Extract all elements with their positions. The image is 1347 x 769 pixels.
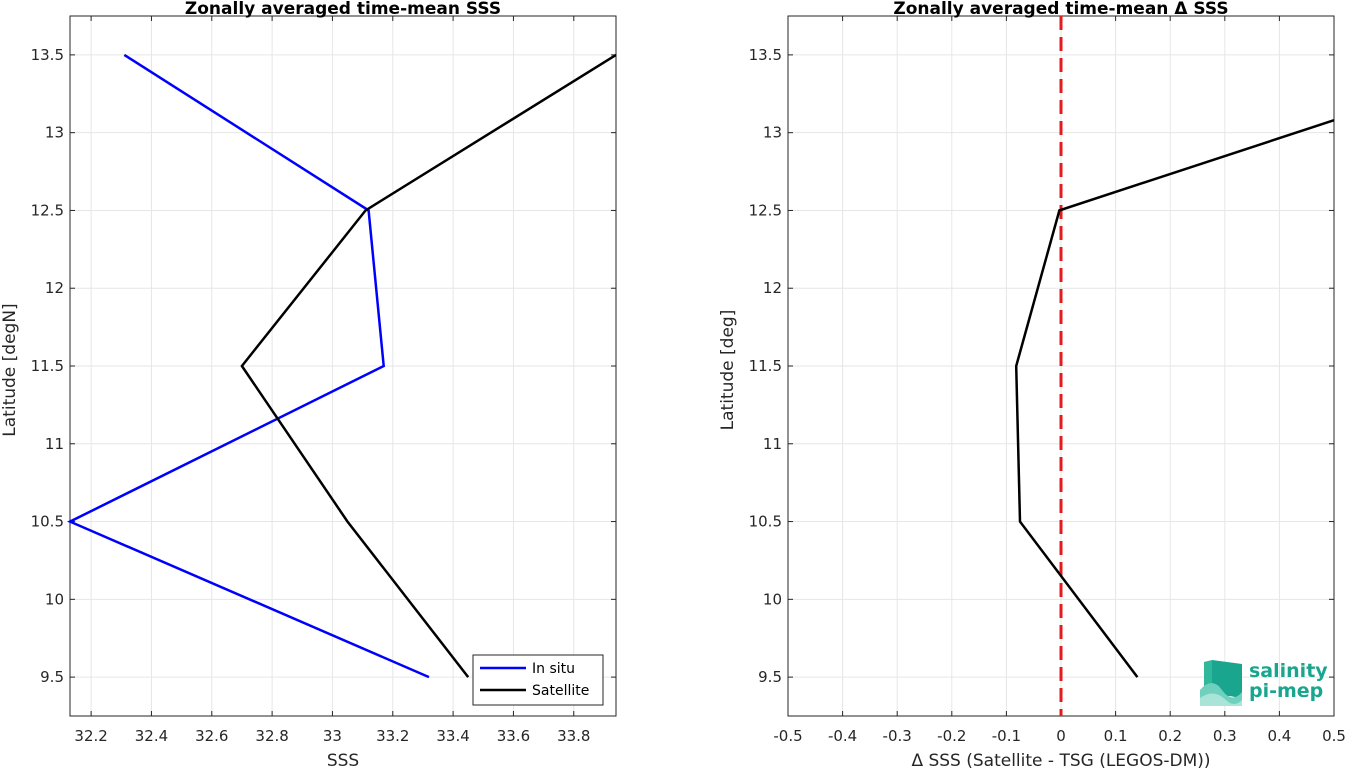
delta-sss-line (1014, 119, 1335, 678)
y-tick-label: 12.5 (31, 201, 64, 219)
legend-in-situ-label: In situ (532, 661, 575, 677)
x-tick-label: 33.6 (497, 727, 530, 745)
y-tick-label: 9.5 (40, 668, 64, 686)
x-tick-label: -0.2 (937, 727, 966, 745)
y-tick-label: 11 (45, 435, 64, 453)
x-tick-label: -0.4 (828, 727, 857, 745)
right-x-axis-label: Δ SSS (Satellite - TSG (LEGOS-DM)) (911, 751, 1210, 769)
left-x-axis-label: SSS (327, 751, 359, 769)
x-tick-label: 33.4 (436, 727, 469, 745)
y-tick-label: 11.5 (749, 357, 782, 375)
x-tick-label: 32.4 (135, 727, 168, 745)
y-tick-label: 10.5 (31, 513, 64, 531)
legend-box (472, 654, 604, 706)
wave-icon (1200, 660, 1242, 706)
x-tick-label: 32.8 (255, 727, 288, 745)
right-chart-title: Zonally averaged time-mean Δ SSS (893, 0, 1228, 19)
y-tick-label: 13.5 (749, 46, 782, 64)
x-tick-label: -0.3 (883, 727, 912, 745)
y-tick-label: 10 (763, 590, 782, 608)
x-tick-label: 33.8 (557, 727, 590, 745)
x-tick-label: 0.4 (1267, 727, 1291, 745)
legend-satellite-label: Satellite (532, 683, 589, 699)
y-tick-label: 10.5 (749, 513, 782, 531)
x-tick-label: 0.5 (1322, 727, 1346, 745)
left-plot: 32.2 32.4 32.6 32.8 33 33.2 33.4 33.6 33.8 9.5 10… (0, 0, 617, 769)
y-tick-label: 11.5 (31, 357, 64, 375)
x-tick-label: 0.2 (1158, 727, 1182, 745)
x-tick-label: 32.2 (74, 727, 107, 745)
y-tick-label: 12 (45, 279, 64, 297)
y-tick-label: 9.5 (758, 668, 782, 686)
x-tick-label: 32.6 (195, 727, 228, 745)
x-tick-label: 0 (1056, 727, 1066, 745)
y-tick-label: 12 (763, 279, 782, 297)
left-y-axis-label: Latitude [degN] (0, 303, 20, 436)
x-tick-label: -0.5 (773, 727, 802, 745)
x-tick-label: 0.1 (1104, 727, 1128, 745)
y-tick-label: 10 (45, 590, 64, 608)
y-tick-label: 12.5 (749, 201, 782, 219)
series-line-in-situ (67, 53, 430, 679)
y-tick-label: 13 (45, 124, 64, 142)
right-y-axis-label: Latitude [deg] (718, 310, 738, 431)
x-tick-label: -0.1 (992, 727, 1021, 745)
salinity-pi-mep-logo: salinity pi-mep (1200, 660, 1328, 706)
y-tick-label: 13 (763, 124, 782, 142)
x-tick-label: 33.2 (376, 727, 409, 745)
x-tick-label: 33 (323, 727, 342, 745)
legend: In situ Satellite (472, 654, 604, 706)
y-tick-label: 11 (763, 435, 782, 453)
logo-text-pi-mep: pi-mep (1249, 680, 1323, 702)
right-plot: -0.5 -0.4 -0.3 -0.2 -0.1 0 0.1 0.2 0.3 0.4 0.5 9.5… (718, 0, 1346, 769)
left-chart-title: Zonally averaged time-mean SSS (185, 0, 501, 19)
y-tick-label: 13.5 (31, 46, 64, 64)
x-tick-label: 0.3 (1213, 727, 1237, 745)
logo-text-salinity: salinity (1249, 660, 1328, 682)
series-line-satellite (240, 53, 617, 678)
